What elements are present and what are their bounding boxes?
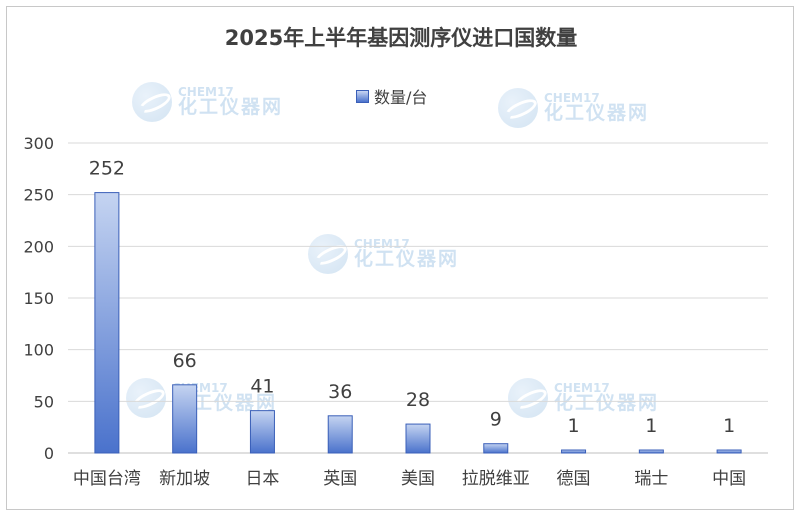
x-tick-label: 中国	[712, 469, 746, 489]
y-tick-label: 200	[23, 237, 54, 256]
labels: 0 50 100 150 200 250 300 252 中国台湾 66 新加坡 41 日本 36 英国 28…	[23, 134, 746, 489]
watermark-logo-icon	[308, 234, 348, 274]
data-label: 1	[723, 415, 735, 437]
x-tick-label: 日本	[245, 469, 279, 489]
bar	[172, 384, 198, 454]
watermark: CHEM17 化工仪器网	[498, 88, 649, 128]
y-tick-label: 100	[23, 341, 54, 360]
data-label: 28	[406, 389, 430, 411]
watermark-bottom-text: 化工仪器网	[354, 248, 460, 271]
watermark-logo-icon	[498, 88, 538, 128]
x-tick-label: 拉脱维亚	[462, 469, 530, 489]
bar	[483, 443, 509, 454]
watermark: CHEM17 化工仪器网	[126, 378, 277, 418]
bar	[249, 410, 275, 454]
legend: 数量/台	[356, 84, 427, 108]
data-label: 252	[89, 158, 125, 180]
legend-label: 数量/台	[374, 88, 428, 107]
bar	[327, 415, 353, 454]
watermark-top-text: CHEM17	[554, 380, 610, 395]
watermark-logo-icon	[126, 378, 166, 418]
x-tick-label: 新加坡	[159, 469, 210, 489]
data-label: 1	[568, 415, 580, 437]
bars	[94, 192, 742, 454]
y-tick-label: 300	[23, 134, 54, 153]
y-tick-label: 0	[44, 444, 54, 463]
watermark-top-text: CHEM17	[178, 84, 234, 99]
x-tick-label: 德国	[557, 469, 591, 489]
data-label: 66	[173, 350, 197, 372]
x-tick-label: 英国	[323, 469, 357, 489]
data-label: 1	[645, 415, 657, 437]
watermark-logo-icon	[508, 378, 548, 418]
bar	[561, 449, 587, 454]
watermark-bottom-text: 化工仪器网	[172, 392, 278, 415]
watermark: CHEM17 化工仪器网	[508, 378, 659, 418]
data-label: 9	[490, 409, 502, 431]
legend-swatch	[356, 89, 369, 103]
chart-title: 2025年上半年基因测序仪进口国数量	[224, 26, 578, 50]
y-tick-label: 250	[23, 186, 54, 205]
watermark-bottom-text: 化工仪器网	[554, 392, 660, 415]
data-label: 41	[250, 376, 274, 398]
data-label: 36	[328, 381, 352, 403]
watermark-logo-icon	[132, 82, 172, 122]
x-tick-label: 瑞士	[634, 469, 668, 489]
x-tick-label: 中国台湾	[73, 469, 141, 489]
bar	[405, 423, 431, 454]
watermark-bottom-text: 化工仪器网	[178, 96, 284, 119]
y-tick-label: 150	[23, 289, 54, 308]
bar	[638, 449, 664, 454]
bar	[716, 449, 742, 454]
watermark: CHEM17 化工仪器网	[132, 82, 283, 122]
x-tick-label: 美国	[401, 469, 435, 489]
y-tick-label: 50	[34, 392, 54, 411]
watermark-top-text: CHEM17	[544, 90, 600, 105]
watermark-bottom-text: 化工仪器网	[544, 102, 650, 125]
bar	[94, 192, 120, 454]
